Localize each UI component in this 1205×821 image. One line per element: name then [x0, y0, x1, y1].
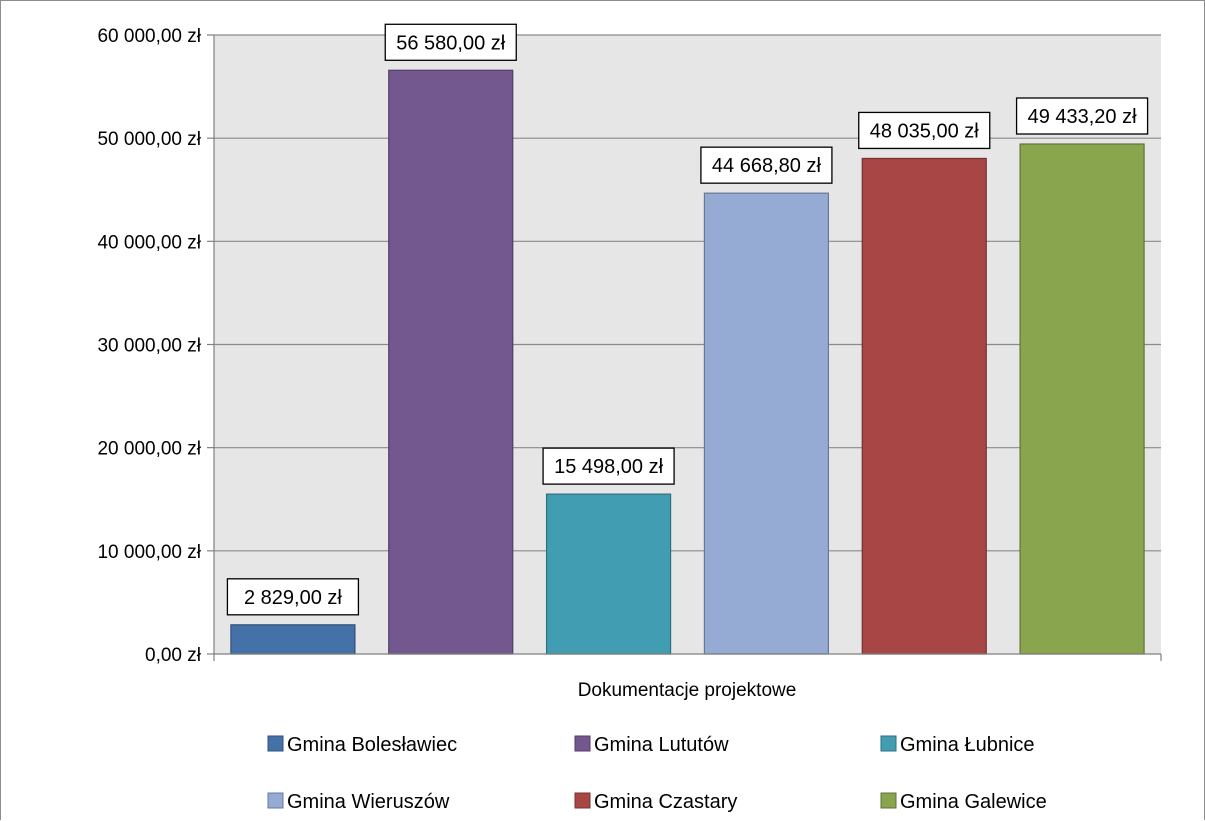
data-label: 48 035,00 zł: [858, 111, 991, 150]
data-label-box: [1015, 97, 1149, 135]
bar: [703, 192, 830, 655]
y-tick-label: 0,00 zł: [145, 645, 202, 666]
data-label-box: [542, 447, 675, 485]
legend-item: Gmina Wieruszów: [267, 791, 450, 813]
bar: [545, 493, 672, 655]
data-label-box: [384, 23, 517, 61]
legend-swatch: [574, 792, 591, 809]
data-label: 56 580,00 zł: [384, 23, 517, 61]
legend-swatch: [267, 792, 284, 809]
legend-swatch: [880, 735, 897, 752]
legend: Gmina Bolesławiec Gmina Lututów Gmina Łubn…: [267, 734, 1047, 813]
y-tick-label: 50 000,00 zł: [97, 129, 201, 150]
data-label: 15 498,00 zł: [542, 447, 675, 485]
y-tick-label: 10 000,00 zł: [97, 542, 201, 563]
legend-label: Gmina Wieruszów: [287, 791, 450, 813]
x-axis-title: Dokumentacje projektowe: [578, 680, 797, 701]
gridlines: [214, 34, 1161, 552]
data-label-text: 2 829,00 zł: [244, 587, 342, 609]
y-tick-label: 40 000,00 zł: [97, 232, 201, 253]
legend-item: Gmina Lututów: [574, 734, 729, 756]
bar: [1019, 143, 1145, 655]
data-label: 2 829,00 zł: [226, 578, 360, 616]
bar: [861, 157, 987, 655]
data-label: 49 433,20 zł: [1015, 97, 1149, 135]
legend-swatch: [574, 735, 591, 752]
legend-label: Gmina Lututów: [594, 734, 729, 756]
legend-item: Gmina Galewice: [880, 791, 1047, 813]
legend-swatch: [267, 735, 284, 752]
y-tick-label: 20 000,00 zł: [97, 439, 201, 460]
y-tick-label: 30 000,00 zł: [97, 336, 201, 357]
bars: [230, 69, 1145, 655]
data-label-text: 44 668,80 zł: [712, 155, 822, 177]
data-label-box: [858, 111, 991, 150]
legend-item: Gmina Czastary: [574, 791, 737, 813]
data-label-box: [700, 146, 833, 184]
y-tick-label: 60 000,00 zł: [97, 26, 201, 47]
legend-label: Gmina Czastary: [594, 791, 737, 813]
data-label-text: 56 580,00 zł: [396, 32, 506, 54]
legend-item: Gmina Bolesławiec: [267, 734, 457, 756]
data-label: 44 668,80 zł: [700, 146, 833, 184]
data-label-text: 49 433,20 zł: [1028, 106, 1138, 128]
data-label-box: [226, 578, 360, 616]
legend-label: Gmina Galewice: [900, 791, 1047, 813]
axes: [207, 34, 1162, 661]
legend-swatch: [880, 792, 897, 809]
data-label-text: 48 035,00 zł: [870, 120, 980, 142]
y-tick-labels: 0,00 zł 10 000,00 zł 20 000,00 zł 30 000,00…: [97, 26, 201, 666]
bar: [230, 624, 356, 655]
data-labels: 2 829,00 zł 56 580,00 zł 15 498,00 zł 44 66…: [226, 23, 1149, 616]
legend-label: Gmina Bolesławiec: [287, 734, 457, 756]
data-label-text: 15 498,00 zł: [554, 456, 664, 478]
legend-item: Gmina Łubnice: [880, 734, 1035, 756]
legend-label: Gmina Łubnice: [900, 734, 1035, 756]
bar: [388, 69, 514, 655]
